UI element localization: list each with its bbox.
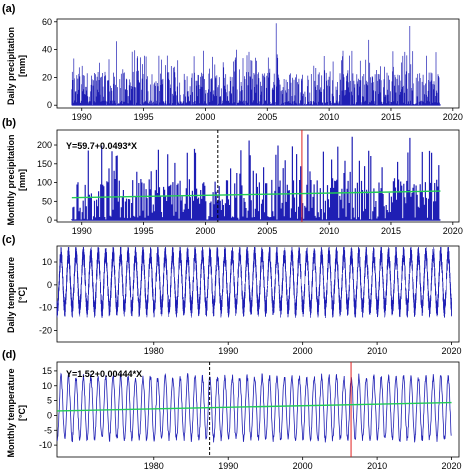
trend-line	[56, 401, 452, 412]
panel-d: (d) Monthly temperature [°C] Y=1.52+0.00…	[2, 349, 462, 471]
y-ticks: 0 50 100 150 200	[37, 140, 57, 225]
bars	[71, 23, 441, 106]
bars	[71, 134, 441, 221]
y-axis-label-line2: [°C]	[17, 287, 27, 303]
x-tick-label: 2010	[319, 112, 339, 122]
series-line	[56, 246, 452, 319]
y-axis-label-line2: [mm]	[17, 55, 27, 77]
trend-line	[71, 190, 441, 199]
trend-equation: Y=59.7+0.0493*X	[66, 141, 137, 151]
overlay-lines	[56, 362, 452, 457]
y-tick-label: 60	[42, 17, 52, 27]
x-tick-label: 2000	[195, 226, 215, 236]
x-tick-label: 2020	[442, 461, 462, 471]
panel-c: (c) Daily temperature [°C] -20 -10 0 10 198…	[2, 234, 462, 356]
y-tick-label: 10	[42, 381, 52, 391]
y-axis-label-line1: Daily temperature	[6, 257, 16, 333]
plot-frame	[56, 361, 460, 458]
y-tick-label: -5	[44, 425, 52, 435]
panel-label: (a)	[2, 3, 16, 15]
panel-b: (b) Monthly precipitation [mm] Y=59.7+0.…	[2, 117, 463, 236]
x-tick-label: 2015	[381, 112, 401, 122]
y-tick-label: 100	[37, 178, 52, 188]
x-tick-label: 2005	[257, 112, 277, 122]
x-ticks: 1990 1995 2000 2005 2010 2015 2020	[72, 222, 463, 236]
y-tick-label: 150	[37, 159, 52, 169]
x-tick-label: 1980	[144, 346, 164, 356]
x-tick-label: 1990	[218, 461, 238, 471]
y-ticks: -20 -10 0 10	[39, 257, 57, 336]
x-tick-label: 2010	[367, 461, 387, 471]
y-tick-label: 50	[42, 196, 52, 206]
x-tick-label: 1980	[144, 461, 164, 471]
x-ticks: 1990 1995 2000 2005 2010 2015 2020	[72, 108, 463, 122]
x-tick-label: 1995	[134, 112, 154, 122]
temperature-line	[56, 372, 452, 443]
panel-label: (b)	[2, 117, 16, 129]
y-tick-label: 5	[47, 396, 52, 406]
x-tick-label: 1990	[72, 226, 92, 236]
y-axis-label-line1: Daily precipitation	[6, 27, 16, 105]
series-line	[56, 372, 452, 443]
x-tick-label: 2020	[443, 226, 463, 236]
x-ticks: 1980 1990 2000 2010 2020	[144, 457, 462, 471]
plot-frame	[56, 129, 460, 223]
y-tick-label: -10	[39, 440, 52, 450]
y-tick-label: -10	[39, 303, 52, 313]
x-ticks: 1980 1990 2000 2010 2020	[144, 342, 462, 356]
x-tick-label: 2005	[257, 226, 277, 236]
x-tick-label: 2010	[319, 226, 339, 236]
panel-label: (d)	[2, 349, 16, 361]
trend-equation: Y=1.52+0.00444*X	[66, 369, 142, 379]
bar-series	[71, 134, 441, 221]
bar-series	[71, 23, 441, 106]
y-tick-label: 15	[42, 366, 52, 376]
x-tick-label: 1990	[218, 346, 238, 356]
y-tick-label: 0	[47, 100, 52, 110]
panel-label: (c)	[2, 234, 16, 246]
x-tick-label: 2020	[442, 346, 462, 356]
x-tick-label: 2020	[443, 112, 463, 122]
overlay-lines	[71, 130, 441, 222]
x-tick-label: 2000	[195, 112, 215, 122]
y-tick-label: 40	[42, 45, 52, 55]
y-axis-label-line2: [°C]	[17, 405, 27, 421]
y-tick-label: 0	[47, 410, 52, 420]
y-tick-label: 0	[47, 280, 52, 290]
y-tick-label: 0	[47, 215, 52, 225]
x-tick-label: 2010	[367, 346, 387, 356]
plot-frame	[56, 245, 460, 343]
temperature-line	[56, 246, 452, 319]
y-axis-label-line1: Monthly temperature	[6, 368, 16, 457]
y-tick-label: 10	[42, 257, 52, 267]
y-ticks: 0 20 40 60	[42, 17, 57, 110]
y-tick-label: 20	[42, 72, 52, 82]
x-tick-label: 1990	[72, 112, 92, 122]
x-tick-label: 2000	[293, 461, 313, 471]
plot-frame	[56, 18, 460, 109]
x-tick-label: 2015	[381, 226, 401, 236]
y-ticks: -10 -5 0 5 10 15	[39, 366, 57, 450]
y-axis-label-line1: Monthly precipitation	[6, 135, 16, 226]
x-tick-label: 1995	[134, 226, 154, 236]
y-tick-label: 200	[37, 140, 52, 150]
x-tick-label: 2000	[293, 346, 313, 356]
panel-a: (a) Daily precipitation [mm] 0 20 40 60 199…	[2, 3, 463, 122]
y-tick-label: -20	[39, 326, 52, 336]
y-axis-label-line2: [mm]	[17, 169, 27, 191]
